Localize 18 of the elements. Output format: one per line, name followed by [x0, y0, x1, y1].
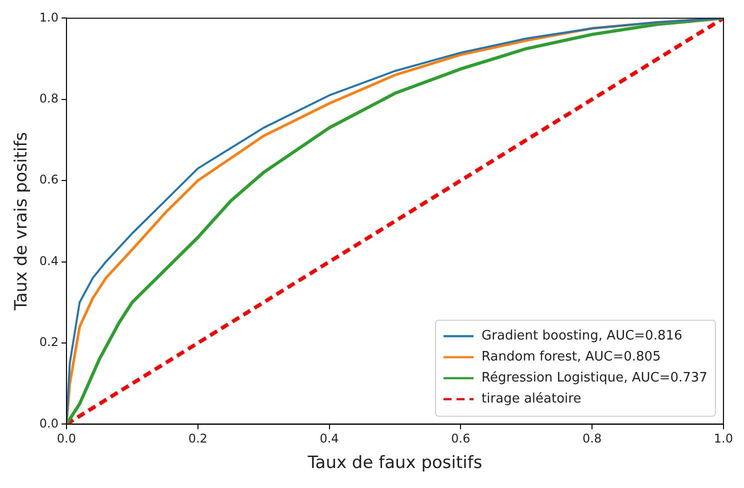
- y-axis-title: Taux de vrais positifs: [12, 132, 32, 312]
- legend-label: tirage aléatoire: [482, 392, 582, 407]
- y-tick-label: 1.0: [39, 10, 58, 24]
- y-tick-label: 0.6: [39, 172, 58, 187]
- legend-label: Gradient boosting, AUC=0.816: [482, 328, 682, 344]
- x-tick-label: 0.0: [56, 432, 76, 446]
- x-tick-label: 0.6: [451, 432, 470, 446]
- x-tick-label: 0.4: [320, 432, 339, 446]
- y-tick-label: 0.4: [39, 254, 58, 268]
- y-tick-label: 0.2: [39, 335, 58, 350]
- x-tick-label: 0.2: [188, 432, 208, 446]
- legend-label: Random forest, AUC=0.805: [482, 350, 661, 365]
- x-tick-label: 0.8: [582, 432, 602, 446]
- y-tick-label: 0.8: [39, 92, 58, 106]
- y-tick-label: 0.0: [39, 416, 58, 430]
- x-axis-title: Taux de faux positifs: [306, 453, 482, 474]
- x-tick-label: 1.0: [714, 432, 734, 446]
- legend-label: Régression Logistique, AUC=0.737: [482, 370, 708, 386]
